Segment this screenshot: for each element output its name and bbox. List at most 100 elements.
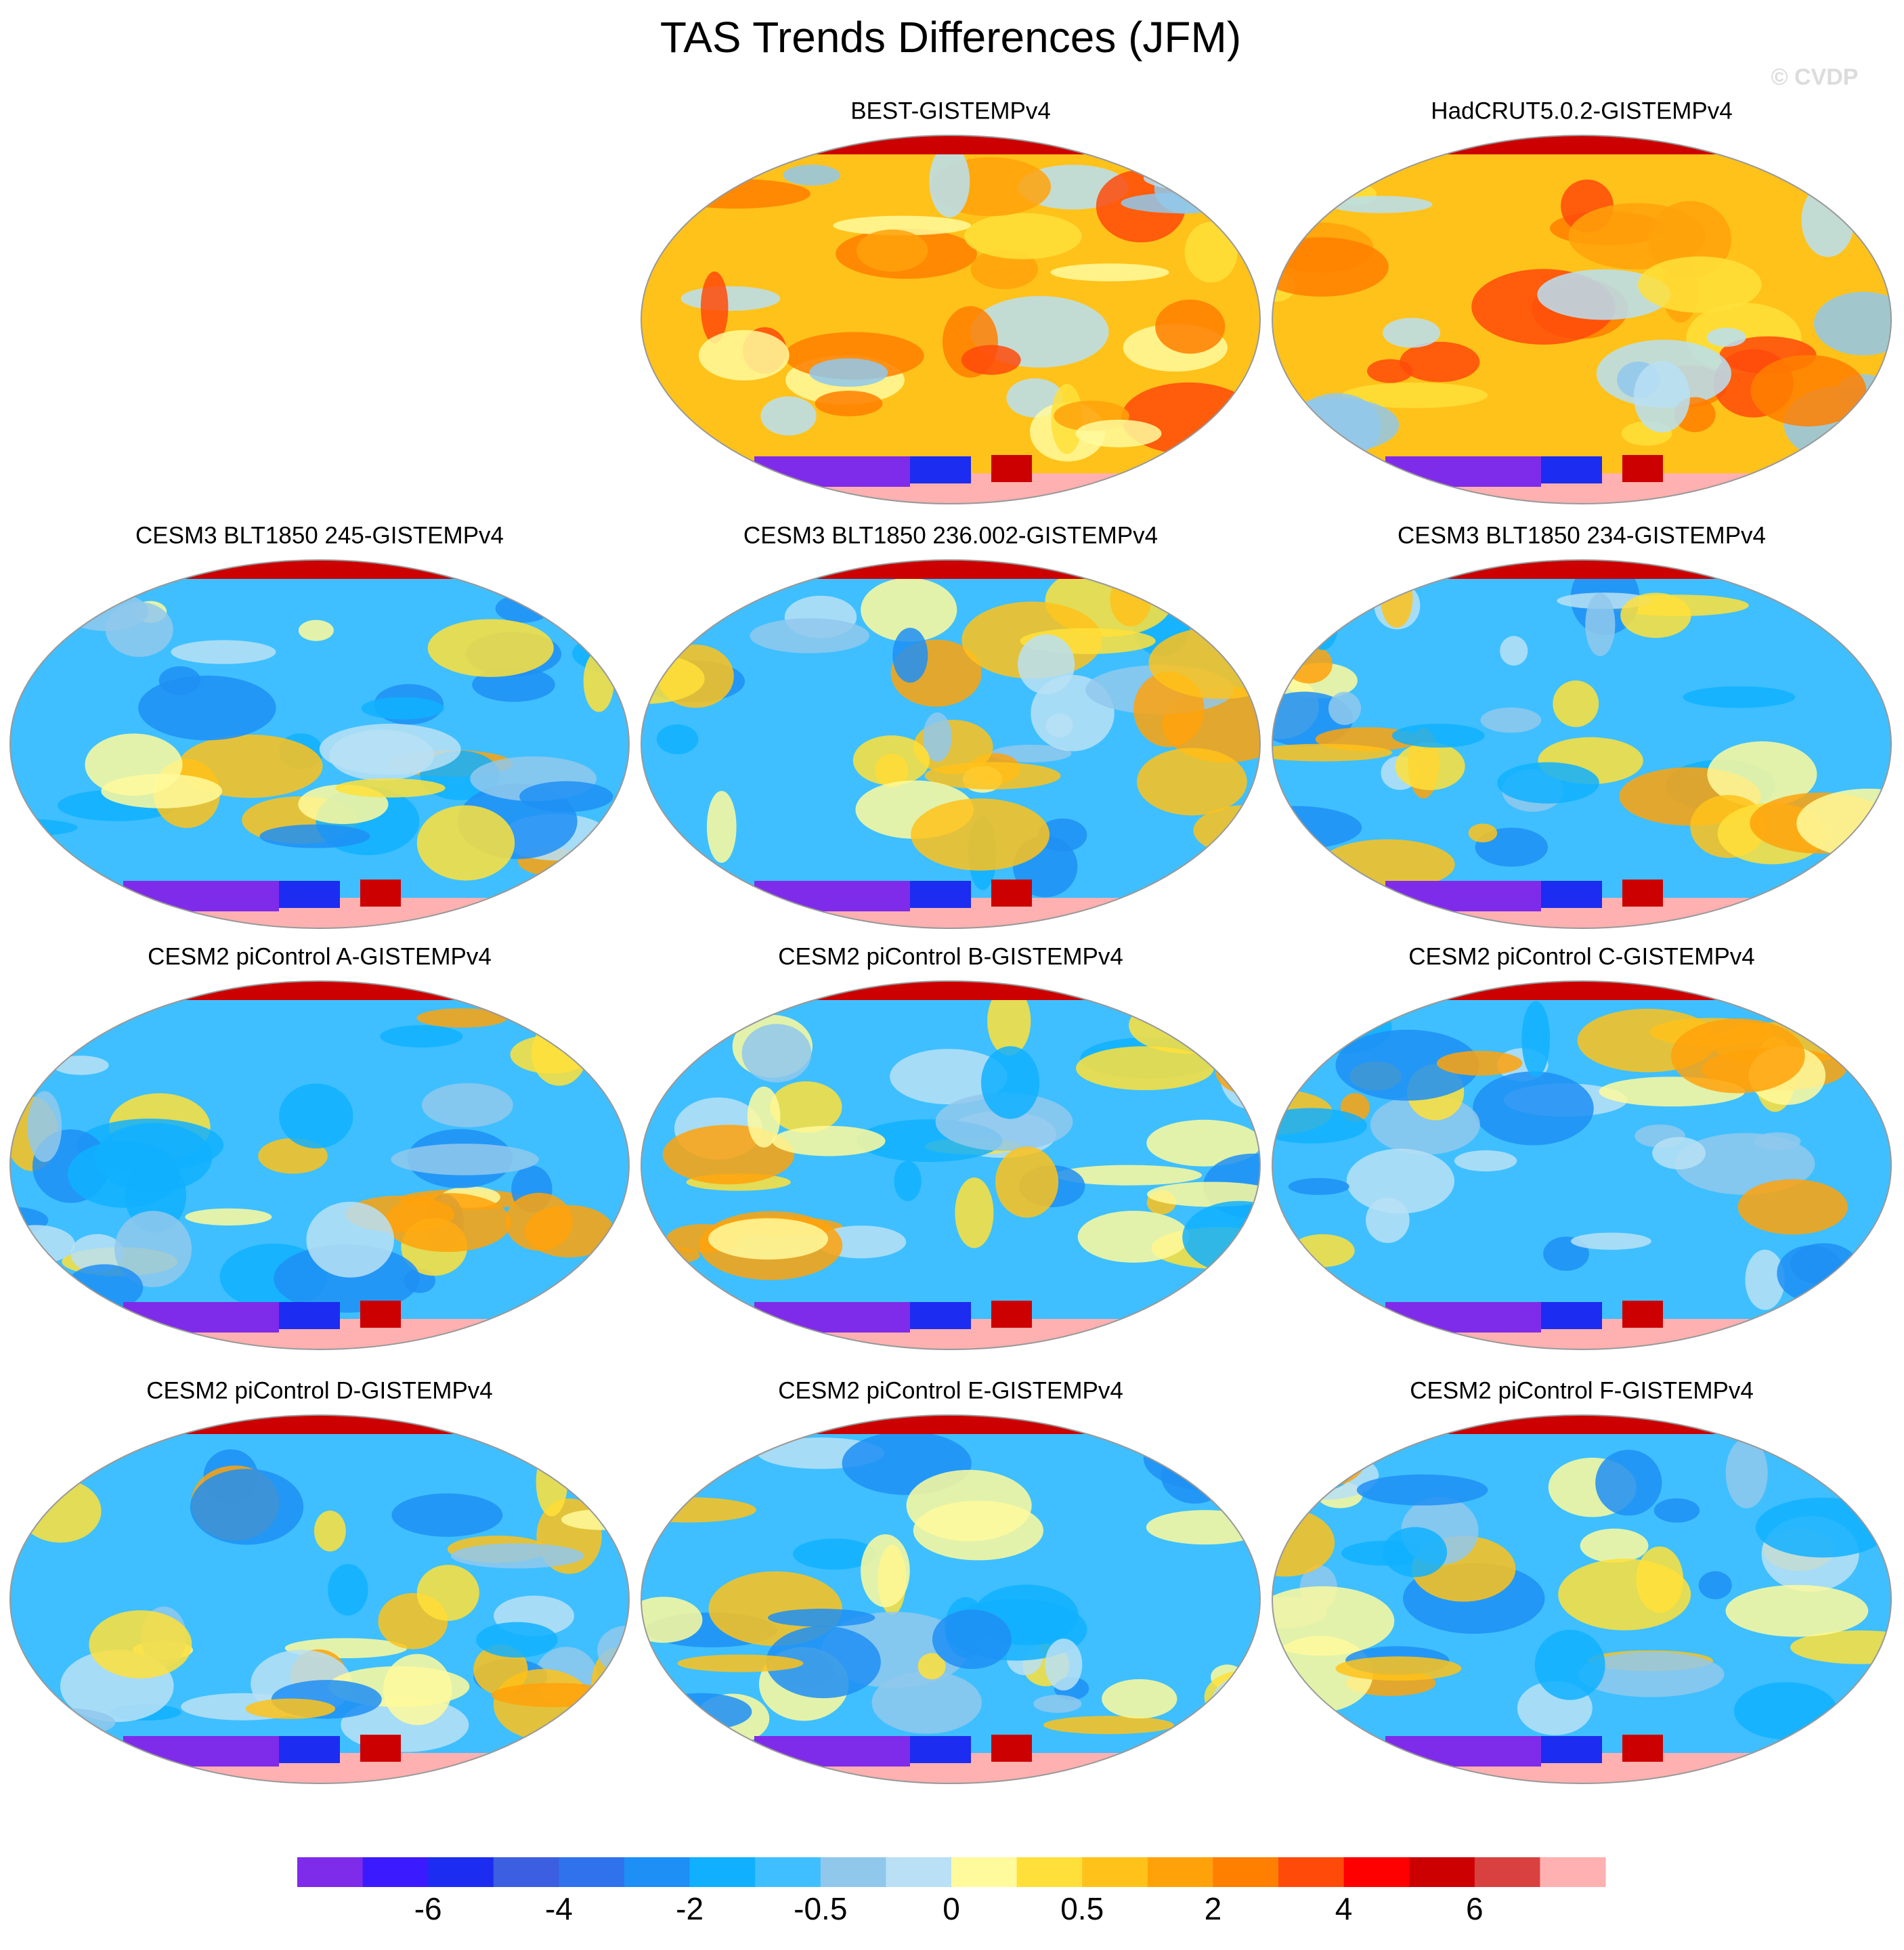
panel-title: CESM3 BLT1850 245-GISTEMPv4 [135, 522, 504, 548]
map-region [1578, 1651, 1725, 1697]
arctic-band [781, 560, 1120, 579]
antarctic-region [754, 1736, 910, 1767]
map-region [561, 1509, 629, 1530]
colorbar-box [689, 1857, 756, 1887]
map-region [1110, 572, 1152, 627]
map-region [641, 1497, 756, 1523]
map-region [85, 733, 183, 796]
antarctic-region [123, 1736, 279, 1767]
map-region [1136, 748, 1247, 816]
antarctic-region [279, 1302, 340, 1329]
map-region [1585, 592, 1616, 657]
antarctic-region [1541, 1302, 1602, 1329]
map-region [964, 213, 1082, 259]
map-region [1755, 1497, 1890, 1558]
map-region [1391, 723, 1485, 748]
map-region [1813, 291, 1891, 355]
map-region [1155, 299, 1226, 354]
map-region [1571, 1232, 1651, 1250]
map-region [1207, 607, 1257, 626]
arctic-band [150, 560, 489, 579]
map-region [383, 1653, 452, 1725]
colorbar-label: 6 [1466, 1891, 1484, 1926]
map-region [961, 345, 1021, 375]
map-region [1346, 1148, 1455, 1214]
map-region [892, 628, 928, 683]
map-region [605, 589, 629, 625]
map-region [650, 1693, 752, 1731]
map-region [1750, 355, 1867, 427]
panel-title: BEST-GISTEMPv4 [850, 98, 1051, 124]
map-region [1725, 1437, 1768, 1509]
panel-title: CESM2 piControl C-GISTEMPv4 [1408, 943, 1755, 970]
map-region [27, 1091, 62, 1163]
antarctic-region [1622, 1735, 1663, 1762]
map-region [1595, 1450, 1662, 1516]
map-region [1075, 419, 1162, 448]
map-region [306, 1201, 394, 1278]
map-region [1076, 1046, 1214, 1091]
map-region [245, 1698, 336, 1719]
colorbar-box [1343, 1857, 1410, 1887]
antarctic-region [123, 881, 279, 911]
map-region [894, 1161, 922, 1201]
antarctic-region [1385, 1302, 1541, 1332]
colorbar-box [1409, 1857, 1475, 1887]
map-region [1204, 1670, 1260, 1725]
antarctic-region [1385, 456, 1541, 487]
map-region [929, 145, 970, 218]
map-region [89, 1610, 192, 1678]
antarctic-region [360, 1735, 401, 1762]
map-region [911, 798, 1050, 871]
map-region [259, 824, 370, 848]
map-region [1143, 164, 1260, 192]
map-region [1272, 237, 1389, 297]
map-region [313, 1511, 346, 1552]
map-region [583, 651, 614, 712]
antarctic-region [279, 1736, 340, 1763]
map-region [1146, 1182, 1260, 1207]
map-region [1674, 1133, 1815, 1195]
arctic-band [1412, 135, 1751, 154]
panel-title: CESM2 piControl D-GISTEMPv4 [146, 1377, 493, 1404]
map-region [1468, 823, 1498, 843]
map-region [361, 697, 444, 720]
map-outline [1272, 1414, 1892, 1784]
map-region [519, 781, 613, 812]
map-region [1335, 1029, 1479, 1101]
map-region [924, 762, 1061, 789]
map-region [536, 1447, 568, 1517]
colorbar-box [1540, 1857, 1606, 1887]
antarctic-region [1541, 456, 1602, 483]
map-outline [9, 980, 630, 1350]
arctic-band [1412, 1415, 1751, 1434]
map-region [770, 1081, 842, 1133]
map-region [1400, 341, 1480, 383]
map-region [1802, 1449, 1891, 1471]
colorbar-box [886, 1857, 952, 1887]
map-region [1683, 686, 1796, 708]
colorbar-box [1474, 1857, 1540, 1887]
figure-title: TAS Trends Differences (JFM) [660, 13, 1241, 62]
map-region [279, 1083, 353, 1149]
map-region [890, 1049, 1008, 1104]
map-region [1553, 680, 1599, 727]
colorbar-label: 4 [1335, 1891, 1353, 1926]
map-region [677, 1654, 804, 1672]
map-region [1383, 1527, 1448, 1578]
colorbar-box [951, 1857, 1018, 1887]
map-region [792, 1538, 877, 1570]
map-region [1473, 1071, 1594, 1146]
map-region [700, 271, 729, 344]
map-region [1454, 1150, 1517, 1172]
map-region [1568, 202, 1706, 269]
map-region [1790, 1630, 1891, 1664]
map-region [158, 666, 201, 695]
map-region [1480, 707, 1542, 733]
antarctic-region [754, 881, 910, 911]
antarctic-region [991, 1301, 1032, 1328]
map-region [1521, 1001, 1551, 1077]
arctic-band [781, 135, 1120, 154]
map-region [987, 986, 1031, 1056]
map-region [1366, 359, 1413, 383]
